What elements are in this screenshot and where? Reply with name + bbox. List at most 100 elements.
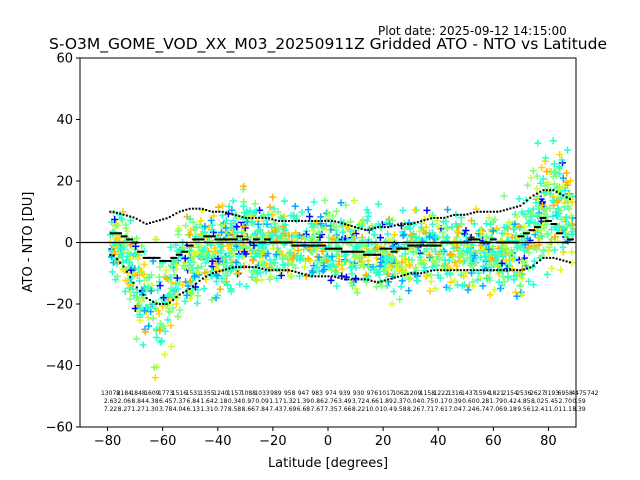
- data-point: [218, 228, 226, 236]
- y-tick-label: −40: [46, 359, 73, 374]
- data-point: [551, 168, 559, 176]
- sigma-lower-dot: [205, 275, 208, 278]
- data-point: [446, 269, 454, 277]
- sigma-upper-dot: [380, 226, 383, 229]
- sigma-upper-dot: [512, 206, 515, 209]
- stat-annotation: 9.58: [393, 406, 407, 413]
- data-point: [363, 206, 371, 214]
- stat-annotation: 2.18: [214, 398, 228, 405]
- sigma-upper-dot: [294, 219, 297, 222]
- data-point: [453, 243, 461, 251]
- data-point: [390, 288, 398, 296]
- sigma-upper-dot: [377, 226, 380, 229]
- sigma-upper-dot: [367, 228, 370, 231]
- data-point: [339, 229, 347, 237]
- sigma-lower-dot: [132, 281, 135, 284]
- sigma-lower-dot: [119, 261, 122, 264]
- data-point: [115, 240, 123, 248]
- sigma-upper-dot: [360, 227, 363, 230]
- data-point: [232, 258, 240, 266]
- data-point: [273, 265, 281, 273]
- sigma-upper-dot: [337, 221, 340, 224]
- y-axis-label: ATO - NTO [DU]: [21, 192, 36, 293]
- sigma-lower-dot: [115, 258, 118, 261]
- sigma-upper-dot: [244, 216, 247, 219]
- data-point: [563, 223, 571, 231]
- sigma-lower-dot: [512, 269, 515, 272]
- sigma-lower-dot: [486, 269, 489, 272]
- data-point: [140, 270, 148, 278]
- data-point: [411, 271, 419, 279]
- data-point: [504, 273, 512, 281]
- sigma-lower-dot: [360, 278, 363, 281]
- data-point: [399, 268, 407, 276]
- data-point: [136, 310, 144, 318]
- sigma-upper-dot: [430, 217, 433, 220]
- stat-annotation: 0.77: [214, 406, 228, 413]
- data-point: [543, 230, 551, 238]
- data-point: [427, 271, 435, 279]
- data-point: [549, 196, 557, 204]
- sigma-upper-dot: [340, 222, 343, 225]
- data-point: [308, 248, 316, 256]
- stat-annotation: 989: [270, 390, 282, 397]
- data-point: [496, 284, 504, 292]
- data-point: [390, 231, 398, 239]
- data-point: [389, 216, 397, 224]
- sigma-lower-dot: [496, 269, 499, 272]
- sigma-upper-dot: [195, 207, 198, 210]
- data-point: [157, 338, 165, 346]
- data-point: [227, 285, 235, 293]
- stat-annotation: 6958: [558, 390, 573, 397]
- data-point: [445, 257, 453, 265]
- data-point: [527, 174, 535, 182]
- data-point: [315, 253, 323, 261]
- data-point: [116, 211, 124, 219]
- data-point: [412, 233, 420, 241]
- data-point: [181, 263, 189, 271]
- data-point: [138, 297, 146, 305]
- y-tick-label: −60: [46, 421, 73, 436]
- data-point: [530, 257, 538, 265]
- data-point: [156, 263, 164, 271]
- data-point: [174, 231, 182, 239]
- sigma-lower-dot: [499, 269, 502, 272]
- x-tick-label: −40: [204, 434, 231, 449]
- sigma-upper-dot: [172, 214, 175, 217]
- sigma-lower-dot: [443, 269, 446, 272]
- data-point: [153, 333, 161, 341]
- sigma-upper-dot: [205, 209, 208, 212]
- sigma-lower-dot: [453, 269, 456, 272]
- data-point: [281, 261, 289, 269]
- data-point: [133, 335, 141, 343]
- sigma-upper-dot: [370, 227, 373, 230]
- data-point: [293, 238, 301, 246]
- sigma-upper-dot: [234, 214, 237, 217]
- data-point: [568, 248, 576, 256]
- data-point: [332, 207, 340, 215]
- stat-annotation: 958: [284, 390, 296, 397]
- sigma-lower-dot: [198, 279, 201, 282]
- sigma-lower-dot: [529, 266, 532, 269]
- data-point: [428, 245, 436, 253]
- sigma-lower-dot: [168, 301, 171, 304]
- y-tick-label: 20: [56, 175, 73, 190]
- sigma-upper-dot: [565, 196, 568, 199]
- data-point: [454, 281, 462, 289]
- sigma-lower-dot: [294, 270, 297, 273]
- data-point: [230, 251, 238, 259]
- sigma-lower-dot: [274, 269, 277, 272]
- sigma-upper-dot: [489, 210, 492, 213]
- sigma-upper-dot: [132, 216, 135, 219]
- sigma-lower-dot: [185, 289, 188, 292]
- data-point: [141, 328, 149, 336]
- data-point: [127, 217, 135, 225]
- data-point: [235, 269, 243, 277]
- data-point: [281, 229, 289, 237]
- data-point: [119, 216, 127, 224]
- data-point: [161, 299, 169, 307]
- data-point: [167, 243, 175, 251]
- data-point: [154, 286, 162, 294]
- data-point: [447, 278, 455, 286]
- stat-annotation: 0.60: [462, 398, 476, 405]
